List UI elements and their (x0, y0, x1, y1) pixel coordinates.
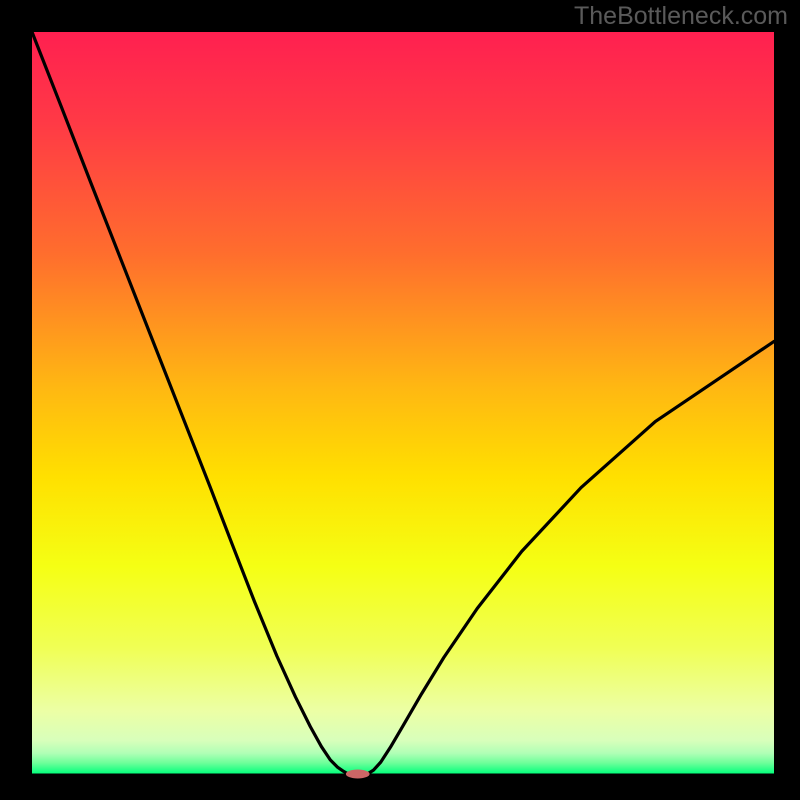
bottleneck-curve (32, 32, 774, 774)
watermark-text: TheBottleneck.com (574, 2, 788, 31)
chart-container: TheBottleneck.com (0, 0, 800, 800)
bottleneck-marker (346, 770, 370, 779)
curve-overlay (0, 0, 800, 800)
